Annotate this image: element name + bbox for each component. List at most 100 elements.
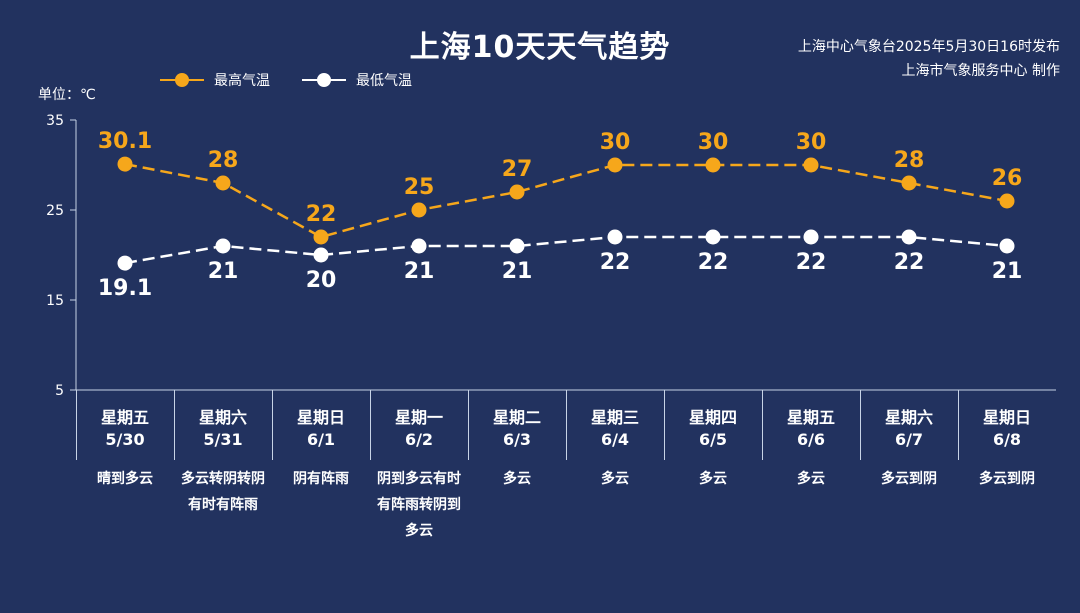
day-column: 星期五 5/30 晴到多云 [76,390,174,492]
day-date: 6/2 [404,430,434,449]
day-column: 星期日 6/8 多云到阴 [958,390,1056,492]
legend-swatch-low [302,72,346,88]
day-weekday: 星期四 [688,408,737,427]
data-label-high: 28 [208,148,239,173]
day-weekday: 星期五 [786,408,835,427]
data-point-low [901,229,917,245]
series-line-low [124,235,1008,265]
data-label-high: 26 [992,166,1023,191]
data-label-high: 30 [796,130,827,155]
data-label-low: 21 [502,259,533,284]
unit-label: 单位：℃ [38,87,96,103]
day-weekday: 星期一 [394,408,443,427]
data-point-high [411,202,427,218]
data-label-high: 30 [600,130,631,155]
data-point-low [509,238,525,254]
legend-label-low: 最低气温 [356,73,412,89]
data-point-low [705,229,721,245]
day-column: 星期一 6/2 阴到多云有时有阵雨转阴到多云 [370,390,468,544]
day-weekday: 星期二 [492,408,541,427]
day-weather: 阴到多云有时有阵雨转阴到多云 [377,471,461,539]
day-column: 星期四 6/5 多云 [664,390,762,492]
day-date: 6/7 [894,430,924,449]
data-label-low: 21 [404,259,435,284]
data-point-high [117,156,133,172]
data-label-high: 30 [698,130,729,155]
column-separator [468,390,469,460]
column-separator [76,390,77,460]
day-date: 6/4 [600,430,630,449]
day-column: 星期二 6/3 多云 [468,390,566,492]
day-weekday: 星期日 [296,408,345,427]
data-label-low: 22 [600,250,631,275]
data-label-high: 25 [404,175,435,200]
data-point-low [803,229,819,245]
day-weather: 多云 [699,471,727,487]
data-label-high: 22 [306,202,337,227]
column-separator [272,390,273,460]
data-point-low [313,247,329,263]
data-point-high [215,175,231,191]
day-column: 星期六 5/31 多云转阴转阴有时有阵雨 [174,390,272,518]
issuer-info: 上海中心气象台2025年5月30日16时发布 上海市气象服务中心 制作 [798,35,1060,83]
data-point-high [313,229,329,245]
data-label-low: 19.1 [98,276,152,301]
page-title: 上海10天天气趋势 [409,30,671,65]
day-column: 星期三 6/4 多云 [566,390,664,492]
y-tick-label: 35 [46,113,64,129]
legend-item-high[interactable]: 最高气温 [160,70,270,90]
day-weather: 阴有阵雨 [293,471,349,487]
day-weather: 多云到阴 [881,471,937,487]
day-column: 星期六 6/7 多云到阴 [860,390,958,492]
column-separator [664,390,665,460]
chart-legend: 最高气温 最低气温 [160,70,444,90]
column-separator [860,390,861,460]
day-date: 6/5 [698,430,728,449]
day-date: 6/1 [306,430,336,449]
column-separator [174,390,175,460]
day-weather: 多云 [601,471,629,487]
data-label-low: 20 [306,268,337,293]
legend-label-high: 最高气温 [214,73,270,89]
data-label-low: 22 [796,250,827,275]
issuer-line-1: 上海中心气象台2025年5月30日16时发布 [797,39,1060,55]
legend-item-low[interactable]: 最低气温 [302,70,412,90]
data-point-high [901,175,917,191]
issuer-line-2: 上海市气象服务中心 制作 [901,63,1060,79]
column-separator [762,390,763,460]
data-label-high: 27 [502,157,533,182]
day-date: 6/8 [992,430,1022,449]
data-label-low: 22 [698,250,729,275]
data-point-low [215,238,231,254]
day-weekday: 星期三 [590,408,639,427]
day-weather: 多云转阴转阴有时有阵雨 [181,471,265,513]
day-weekday: 星期六 [884,408,933,427]
day-weather: 多云到阴 [979,471,1035,487]
legend-swatch-high [160,72,204,88]
day-weekday: 星期五 [100,408,149,427]
data-label-low: 21 [208,259,239,284]
series-line-high [124,162,1008,239]
day-weather: 晴到多云 [97,471,153,487]
day-column: 星期日 6/1 阴有阵雨 [272,390,370,492]
day-date: 6/6 [796,430,826,449]
day-weather: 多云 [797,471,825,487]
day-column: 星期五 6/6 多云 [762,390,860,492]
data-point-high [705,157,721,173]
data-point-high [999,193,1015,209]
y-tick-label: 15 [46,293,64,309]
data-point-high [607,157,623,173]
data-label-high: 28 [894,148,925,173]
day-weather: 多云 [503,471,531,487]
day-date: 5/30 [105,430,145,449]
day-weekday: 星期日 [982,408,1031,427]
day-date: 5/31 [203,430,243,449]
data-point-low [607,229,623,245]
data-point-low [411,238,427,254]
y-tick-label: 5 [55,383,64,399]
column-separator [958,390,959,460]
data-point-low [999,238,1015,254]
column-separator [370,390,371,460]
data-point-high [803,157,819,173]
